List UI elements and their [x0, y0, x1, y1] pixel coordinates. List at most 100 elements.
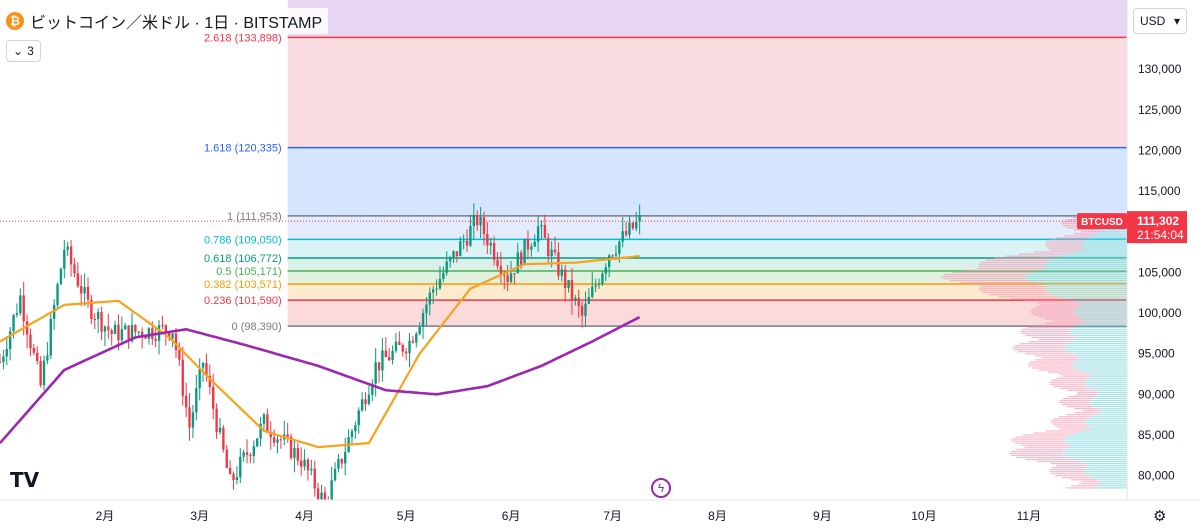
candle-body [205, 363, 208, 376]
candle-body [86, 286, 90, 300]
candle-body [462, 240, 465, 242]
candle-body [201, 363, 205, 368]
candle-body [391, 350, 394, 361]
fib-label: 0.382 (103,571) [204, 279, 282, 291]
candle-body [577, 297, 580, 306]
volume-bar [1035, 306, 1077, 308]
candle-body [448, 257, 452, 262]
candle-body [124, 325, 127, 330]
fib-zone [287, 0, 1127, 38]
candle-body [540, 225, 543, 227]
volume-bar [1026, 273, 1127, 276]
volume-bar [1092, 235, 1127, 237]
volume-bar [1082, 245, 1127, 247]
symbol-header[interactable]: ₿ ビットコイン／米ドル · 1日 · BITSTAMP [6, 8, 329, 34]
candle-body [29, 334, 32, 349]
chevron-down-icon: ▾ [1173, 14, 1180, 28]
volume-bar [1033, 314, 1076, 316]
volume-bar [1062, 298, 1127, 300]
symbol-title: ビットコイン／米ドル · 1日 · BITSTAMP [30, 15, 323, 32]
fib-label: 1.618 (120,335) [204, 143, 282, 155]
volume-bar [1014, 442, 1066, 444]
volume-bar [1016, 448, 1067, 450]
volume-bar [1072, 340, 1127, 343]
volume-bar [1037, 460, 1078, 463]
candle-body [222, 427, 225, 450]
candle-body [526, 238, 530, 250]
volume-bar [944, 273, 1027, 276]
volume-bar [993, 257, 1054, 259]
volume-bar [943, 277, 1026, 280]
volume-bar [1083, 247, 1127, 249]
volume-bar [1050, 473, 1086, 475]
candle-body [591, 286, 594, 297]
candle-body [377, 362, 381, 371]
volume-bar [1082, 241, 1127, 243]
chevron-down-icon: ⌄ [13, 44, 24, 58]
volume-bar [1075, 432, 1127, 434]
candle-body [110, 330, 113, 334]
candle-body [584, 303, 587, 316]
fib-zone [287, 300, 1127, 327]
candle-body [130, 324, 134, 342]
volume-bar [1084, 383, 1127, 385]
currency-select[interactable]: USD ▾ [1133, 8, 1187, 34]
candle-body [388, 357, 391, 361]
candle-body [425, 304, 428, 314]
candle-body [354, 425, 357, 432]
y-tick-label: 95,000 [1138, 347, 1175, 361]
volume-bar [1049, 383, 1085, 385]
candle-body [496, 259, 499, 267]
volume-bar [1068, 444, 1127, 446]
volume-bar [1075, 314, 1127, 316]
candle-body [232, 474, 235, 480]
candle-body [100, 312, 103, 332]
volume-bar [1055, 475, 1088, 477]
volume-bar [1094, 406, 1127, 408]
volume-bar [1067, 406, 1095, 408]
candle-body [618, 241, 621, 254]
volume-bar [1086, 385, 1127, 387]
candle-body [215, 408, 218, 433]
volume-bar [1091, 397, 1127, 400]
volume-bar [1045, 290, 1127, 292]
candle-body [381, 350, 384, 371]
candle-body [320, 492, 323, 500]
volume-bar [1078, 316, 1127, 318]
volume-bar [1035, 355, 1077, 357]
volume-bar [1025, 458, 1072, 461]
volume-bar [1072, 326, 1127, 328]
candle-body [601, 273, 604, 284]
candle-body [509, 273, 513, 282]
lightning-icon[interactable]: ϟ [651, 478, 671, 498]
volume-bar [1078, 483, 1101, 485]
volume-bar [1065, 436, 1127, 438]
volume-bar [1067, 253, 1127, 255]
volume-bar [1030, 361, 1074, 363]
volume-bar [1018, 253, 1068, 255]
settings-gear-icon[interactable]: ⚙ [1153, 508, 1167, 525]
volume-bar [1094, 395, 1127, 398]
candle-body [543, 225, 547, 238]
indicators-toggle[interactable]: ⌄ 3 [6, 40, 41, 62]
fib-zone [287, 283, 1127, 301]
volume-bar [1089, 373, 1127, 375]
candle-body [411, 340, 415, 343]
ma-slow-line [0, 315, 641, 444]
volume-bar [1093, 414, 1127, 416]
x-tick-label: 3月 [190, 509, 209, 523]
volume-bar [1010, 298, 1063, 300]
candle-body [174, 333, 178, 351]
candle-body [452, 251, 455, 258]
volume-bar [1076, 324, 1127, 326]
bitcoin-icon: ₿ [6, 12, 24, 30]
volume-bar [1098, 412, 1127, 414]
candle-body [611, 255, 614, 257]
candle-body [523, 238, 526, 265]
y-tick-label: 115,000 [1138, 184, 1181, 198]
fib-zone [287, 215, 1127, 240]
candle-body [530, 246, 533, 250]
volume-bar [1065, 487, 1094, 489]
volume-bar [1081, 231, 1102, 233]
